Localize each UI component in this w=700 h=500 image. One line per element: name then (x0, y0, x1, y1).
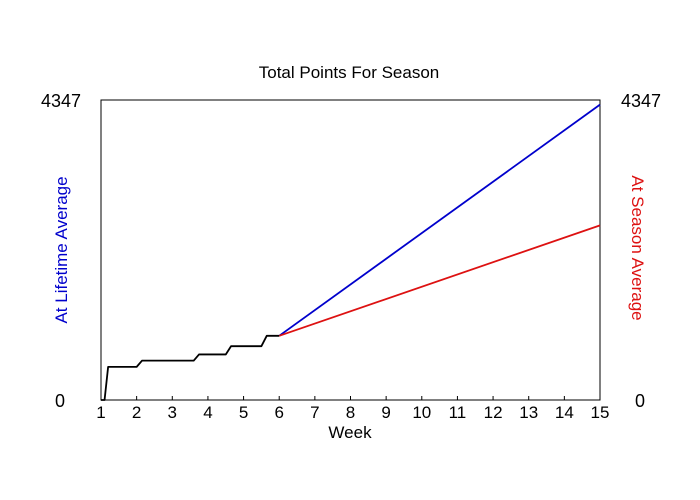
series-actual-line (101, 334, 280, 401)
x-tick-label-10: 10 (412, 403, 431, 422)
y-left-max-label: 4347 (41, 91, 81, 111)
x-tick-label-2: 2 (132, 403, 141, 422)
x-tick-label-15: 15 (591, 403, 610, 422)
x-tick-label-14: 14 (555, 403, 574, 422)
y-left-min-label: 0 (55, 391, 65, 411)
x-tick-label-3: 3 (168, 403, 177, 422)
plot-frame (100, 99, 601, 401)
x-tick-label-6: 6 (274, 403, 283, 422)
y-right-min-label: 0 (635, 391, 645, 411)
x-tick-label-4: 4 (203, 403, 212, 422)
series-lifetime-projection-line (278, 103, 601, 337)
x-axis-label: Week (328, 423, 372, 442)
series-season-projection-line (278, 224, 601, 337)
x-tick-label-13: 13 (519, 403, 538, 422)
chart-title: Total Points For Season (259, 63, 439, 82)
x-axis-tick-labels: 1 2 3 4 5 6 7 8 9 10 11 12 13 14 15 (96, 403, 609, 422)
y-right-max-label: 4347 (621, 91, 661, 111)
x-tick-label-8: 8 (346, 403, 355, 422)
x-tick-label-7: 7 (310, 403, 319, 422)
x-tick-label-1: 1 (96, 403, 105, 422)
x-tick-label-12: 12 (484, 403, 503, 422)
x-tick-label-11: 11 (449, 403, 467, 422)
x-axis-ticks (100, 396, 601, 400)
x-tick-label-5: 5 (239, 403, 248, 422)
series-layer (101, 103, 601, 401)
y-left-axis-label: At Lifetime Average (52, 176, 71, 323)
y-right-axis-label: At Season Average (628, 175, 647, 320)
x-tick-label-9: 9 (381, 403, 390, 422)
